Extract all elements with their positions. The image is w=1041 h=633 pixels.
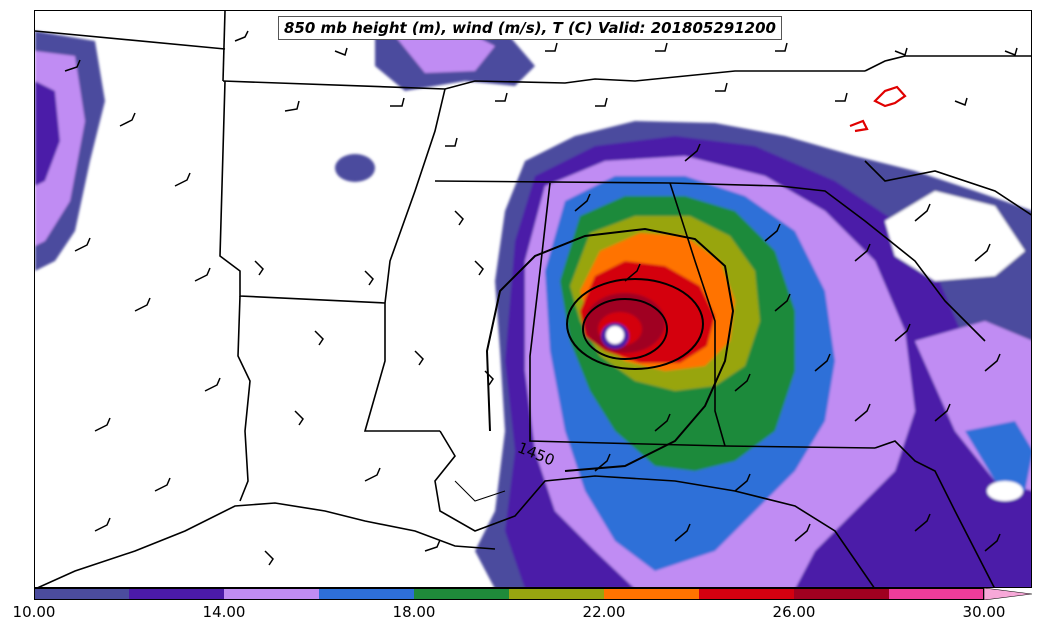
colorbar-tick-label: 10.00 xyxy=(12,603,56,621)
colorbar-segment xyxy=(34,588,130,600)
colorbar-segment xyxy=(604,588,700,600)
colorbar-segment xyxy=(224,588,320,600)
colorbar-border xyxy=(34,588,984,600)
colorbar-segment xyxy=(509,588,605,600)
colorbar-segment xyxy=(129,588,225,600)
colorbar-segment xyxy=(414,588,510,600)
colorbar xyxy=(34,588,1032,600)
weather-map xyxy=(35,11,1031,587)
colorbar-tick-label: 26.00 xyxy=(772,603,816,621)
colorbar-tick-label: 30.00 xyxy=(962,603,1006,621)
colorbar-segment xyxy=(794,588,890,600)
colorbar-segment xyxy=(319,588,415,600)
state-boundaries xyxy=(35,11,1031,587)
colorbar-tick-label: 14.00 xyxy=(202,603,246,621)
colorbar-tick-label: 22.00 xyxy=(582,603,626,621)
wind-speed-fill xyxy=(35,21,1031,587)
map-title: 850 mb height (m), wind (m/s), T (C) Val… xyxy=(278,16,782,40)
height-contours xyxy=(485,227,735,472)
wind-barbs xyxy=(64,30,1018,566)
colorbar-segment xyxy=(699,588,795,600)
colorbar-tick-label: 18.00 xyxy=(392,603,436,621)
map-panel: 1450 xyxy=(34,10,1032,588)
colorbar-segment xyxy=(889,588,985,600)
temperature-contours xyxy=(849,85,907,133)
colorbar-extend-arrow xyxy=(983,588,1032,600)
